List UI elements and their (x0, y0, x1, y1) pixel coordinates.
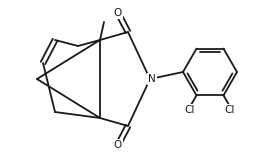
Text: N: N (148, 74, 156, 84)
Text: Cl: Cl (225, 105, 235, 115)
Text: O: O (114, 140, 122, 150)
Text: O: O (114, 8, 122, 18)
Text: Cl: Cl (185, 105, 195, 115)
